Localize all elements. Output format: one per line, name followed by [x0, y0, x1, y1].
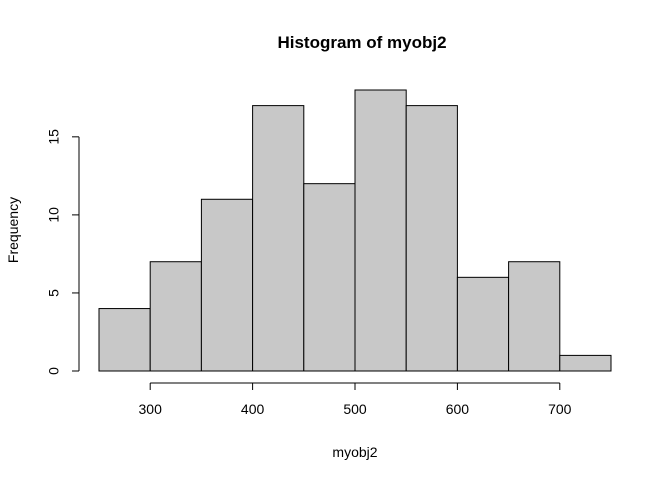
y-tick-label: 0 — [46, 367, 62, 375]
histogram-bar — [405, 105, 458, 372]
histogram-bar — [303, 183, 356, 372]
x-axis: 300 400 500 600 700 — [139, 382, 572, 417]
y-tick-label: 5 — [46, 289, 62, 297]
histogram-bar — [508, 261, 561, 372]
histogram-bar — [149, 261, 202, 372]
x-tick-label: 700 — [548, 401, 572, 417]
histogram-bar — [559, 354, 612, 372]
x-tick-label: 300 — [139, 401, 163, 417]
histogram-bar — [200, 198, 254, 372]
y-tick-label: 10 — [46, 207, 62, 223]
y-axis: 0 5 10 15 — [46, 129, 80, 375]
y-tick-label: 15 — [46, 129, 62, 145]
y-axis-label: Frequency — [5, 197, 21, 263]
bars-group — [98, 89, 612, 372]
x-tick-label: 400 — [241, 401, 265, 417]
x-tick-label: 600 — [446, 401, 470, 417]
histogram-bar — [456, 276, 510, 372]
histogram-bar — [354, 89, 407, 372]
chart-title: Histogram of myobj2 — [277, 33, 446, 52]
histogram-bar — [98, 308, 151, 372]
histogram-bar — [252, 105, 305, 372]
x-axis-label: myobj2 — [332, 444, 377, 460]
x-tick-label: 500 — [343, 401, 367, 417]
